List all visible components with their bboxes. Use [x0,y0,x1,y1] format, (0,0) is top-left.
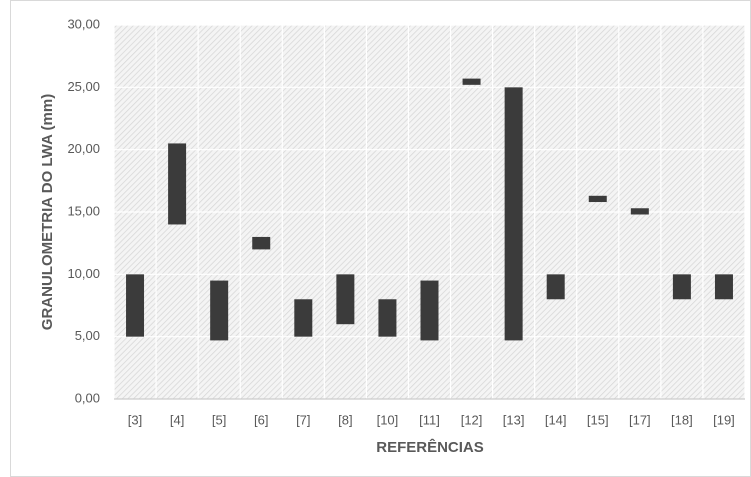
x-tick-label: [6] [254,412,268,427]
x-tick-label: [18] [671,412,693,427]
y-axis-title: GRANULOMETRIA DO LWA (mm) [39,94,56,330]
x-tick-label: [8] [338,412,352,427]
y-tick-label: 0,00 [75,390,100,405]
y-tick-label: 25,00 [67,79,100,94]
bar [672,274,691,300]
y-tick-label: 30,00 [67,16,100,31]
bar [378,299,397,337]
x-tick-label: [13] [503,412,525,427]
bar [630,208,649,215]
bar [336,274,355,325]
bar [168,143,187,225]
bar [126,274,145,337]
x-tick-label: [4] [170,412,184,427]
x-tick-label: [5] [212,412,226,427]
x-tick-label: [12] [461,412,483,427]
y-tick-label: 10,00 [67,266,100,281]
x-axis-title: REFERÊNCIAS [376,438,484,456]
y-tick-label: 5,00 [75,328,100,343]
bar [252,236,271,250]
x-tick-label: [14] [545,412,567,427]
bar [504,87,523,341]
x-tick-label: [11] [419,412,440,427]
x-tick-label: [7] [296,412,310,427]
bar [714,274,733,300]
bar [420,280,439,341]
bar [546,274,565,300]
x-tick-label: [15] [587,412,609,427]
bar [294,299,313,337]
bar [588,195,607,203]
x-tick-label: [19] [713,412,735,427]
x-tick-label: [10] [377,412,399,427]
y-tick-label: 15,00 [67,203,100,218]
bar [462,78,481,85]
x-tick-label: [17] [629,412,651,427]
y-tick-label: 20,00 [67,141,100,156]
bar [210,280,229,341]
x-tick-label: [3] [128,412,142,427]
